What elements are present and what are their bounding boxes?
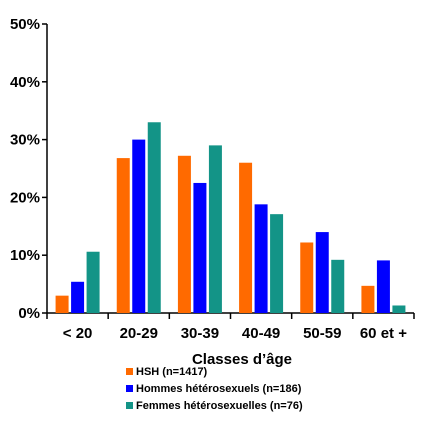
y-tick-label: 10% bbox=[10, 247, 40, 264]
y-axis: 0% 10% 20% 30% 40% 50% bbox=[10, 16, 48, 322]
bar bbox=[71, 281, 85, 313]
legend-swatch bbox=[126, 402, 133, 409]
x-tick-label: < 20 bbox=[63, 325, 93, 342]
legend-label: Femmes hétérosexuelles (n=76) bbox=[136, 400, 303, 412]
legend-swatch bbox=[126, 385, 133, 392]
legend-swatch bbox=[126, 368, 133, 375]
bar bbox=[86, 251, 100, 313]
bars bbox=[55, 122, 406, 313]
bar bbox=[361, 285, 375, 313]
x-tick-label: 20-29 bbox=[120, 325, 158, 342]
bar bbox=[315, 232, 329, 313]
legend-label: HSH (n=1417) bbox=[136, 366, 208, 378]
y-tick-label: 40% bbox=[10, 74, 40, 91]
bar bbox=[55, 295, 69, 313]
x-tick-label: 60 et + bbox=[360, 325, 407, 342]
bar bbox=[239, 162, 253, 313]
bar bbox=[132, 139, 146, 313]
bar bbox=[270, 214, 284, 313]
y-tick-label: 20% bbox=[10, 189, 40, 206]
legend-label: Hommes hétérosexuels (n=186) bbox=[136, 383, 302, 395]
bar bbox=[392, 305, 406, 313]
y-tick-label: 50% bbox=[10, 16, 40, 33]
y-tick-label: 0% bbox=[18, 305, 40, 322]
bar bbox=[116, 158, 130, 313]
bar bbox=[376, 260, 390, 313]
y-tick-label: 30% bbox=[10, 132, 40, 149]
legend: HSH (n=1417) Hommes hétérosexuels (n=186)… bbox=[126, 366, 303, 412]
x-tick-label: 40-49 bbox=[242, 325, 280, 342]
bar bbox=[208, 145, 222, 313]
bar bbox=[147, 122, 161, 313]
x-tick-label: 50-59 bbox=[303, 325, 341, 342]
bar bbox=[331, 259, 345, 313]
bar bbox=[300, 242, 314, 313]
x-tick-label: 30-39 bbox=[181, 325, 219, 342]
x-axis: < 20 20-29 30-39 40-49 50-59 60 et + bbox=[46, 312, 415, 342]
bar bbox=[254, 204, 268, 313]
x-axis-title: Classes d’âge bbox=[192, 351, 292, 368]
bar bbox=[193, 182, 207, 313]
bar bbox=[177, 155, 191, 313]
